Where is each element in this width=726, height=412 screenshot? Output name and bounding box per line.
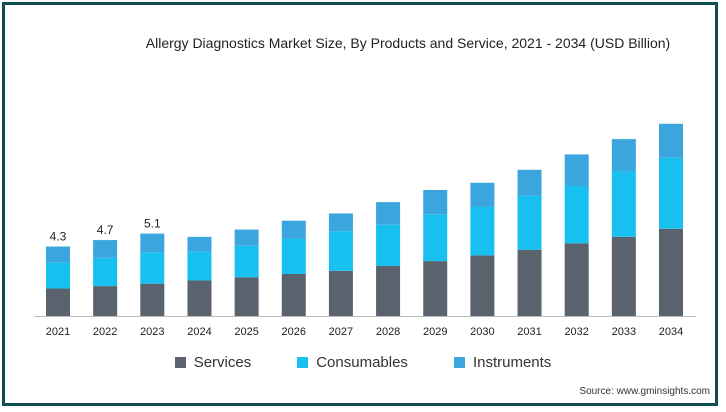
bar-services-2021 <box>46 288 70 316</box>
legend-label-services: Services <box>193 354 252 371</box>
bar-services-2034 <box>659 228 683 316</box>
bar-instruments-2025 <box>234 229 259 246</box>
x-tick-label-2033: 2033 <box>612 326 636 338</box>
x-tick-label-2026: 2026 <box>282 326 306 338</box>
bar-services-2030 <box>470 255 495 316</box>
bar-consumables-2024 <box>187 251 212 281</box>
x-tick-label-2028: 2028 <box>376 326 400 338</box>
legend-swatch-consumables <box>297 357 309 368</box>
bar-services-2024 <box>187 280 212 316</box>
data-label-2021: 4.3 <box>50 230 67 244</box>
x-tick-label-2024: 2024 <box>187 326 211 338</box>
bar-consumables-2029 <box>423 214 448 262</box>
data-label-2023: 5.1 <box>144 217 161 231</box>
bar-services-2026 <box>281 274 306 316</box>
chart-frame <box>2 2 718 406</box>
bar-instruments-2026 <box>281 220 306 239</box>
x-tick-label-2029: 2029 <box>423 326 447 338</box>
legend-label-instruments: Instruments <box>472 354 552 371</box>
bar-instruments-2032 <box>564 154 589 186</box>
bar-instruments-2031 <box>517 169 542 196</box>
x-tick-label-2031: 2031 <box>517 326 541 338</box>
bar-services-2023 <box>140 283 165 316</box>
bar-consumables-2034 <box>659 157 683 229</box>
bar-instruments-2034 <box>659 123 683 158</box>
x-tick-label-2023: 2023 <box>140 326 164 338</box>
bar-consumables-2023 <box>140 252 165 284</box>
bar-services-2028 <box>376 265 401 316</box>
source-text: Source: www.gminsights.com <box>579 386 710 397</box>
bar-instruments-2033 <box>611 139 636 172</box>
legend-swatch-services <box>174 357 186 368</box>
bar-services-2022 <box>93 286 118 316</box>
x-tick-label-2034: 2034 <box>659 326 683 338</box>
bar-instruments-2021 <box>46 246 70 263</box>
bar-instruments-2024 <box>187 236 212 252</box>
bar-consumables-2021 <box>46 262 70 289</box>
bar-services-2031 <box>517 249 542 316</box>
bar-consumables-2025 <box>234 245 259 278</box>
bar-consumables-2022 <box>93 257 118 287</box>
legend-item-instruments: Instruments <box>453 354 552 371</box>
bar-instruments-2027 <box>328 213 353 232</box>
bar-instruments-2028 <box>376 202 401 225</box>
legend-item-consumables: Consumables <box>297 354 408 371</box>
bar-services-2027 <box>328 270 353 316</box>
legend-swatch-instruments <box>453 357 465 368</box>
bar-consumables-2031 <box>517 195 542 250</box>
bar-instruments-2023 <box>140 233 165 253</box>
bar-services-2025 <box>234 277 259 316</box>
bar-services-2032 <box>564 243 589 316</box>
x-tick-label-2021: 2021 <box>46 326 70 338</box>
bar-instruments-2030 <box>470 182 495 207</box>
legend: Services Consumables Instruments <box>0 354 726 371</box>
bar-instruments-2029 <box>423 190 448 215</box>
bar-consumables-2032 <box>564 185 589 244</box>
x-tick-label-2022: 2022 <box>93 326 117 338</box>
bar-services-2033 <box>611 236 636 316</box>
x-tick-label-2027: 2027 <box>329 326 353 338</box>
bar-services-2029 <box>423 261 448 316</box>
x-tick-label-2030: 2030 <box>470 326 494 338</box>
data-label-2022: 4.7 <box>97 223 114 237</box>
legend-item-services: Services <box>174 354 252 371</box>
bar-instruments-2022 <box>93 240 118 258</box>
bar-consumables-2027 <box>328 231 353 271</box>
x-tick-label-2032: 2032 <box>564 326 588 338</box>
legend-label-consumables: Consumables <box>316 354 408 371</box>
bar-consumables-2030 <box>470 206 495 256</box>
bar-consumables-2026 <box>281 238 306 274</box>
bar-consumables-2033 <box>611 171 636 237</box>
x-tick-label-2025: 2025 <box>234 326 258 338</box>
bar-consumables-2028 <box>376 224 401 266</box>
chart-title: Allergy Diagnostics Market Size, By Prod… <box>145 35 671 51</box>
